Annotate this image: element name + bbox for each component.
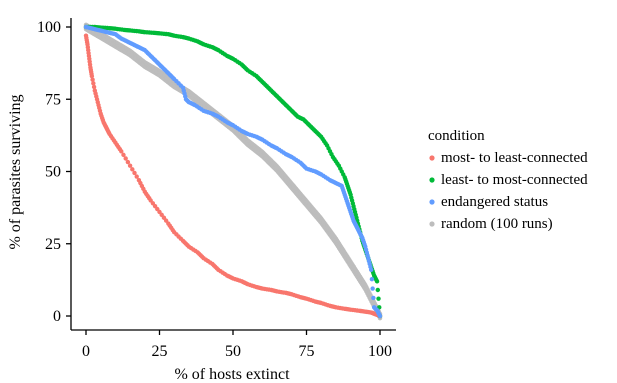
x-tick-label: 100 [368,343,392,360]
legend-label: most- to least-connected [441,150,588,166]
data-point [91,81,96,86]
y-tick-label: 25 [45,236,61,253]
data-point [91,84,97,90]
y-tick-label: 75 [45,91,61,108]
data-point [368,267,374,272]
x-ticks: 0 25 50 75 100 [82,330,392,360]
data-point [377,313,383,319]
data-point [121,152,126,158]
data-point [119,149,124,154]
plot-area: 0 25 50 75 100 0 25 50 75 100 [37,18,396,360]
legend-title: condition [428,128,485,144]
series-least-to-most-connected [83,24,383,319]
data-point [125,159,131,165]
y-tick-label: 50 [45,164,61,181]
data-point [89,73,95,79]
legend-key [429,177,435,183]
data-point [134,174,139,179]
series-layer [83,22,383,321]
y-tick-label: 0 [53,308,61,325]
legend: condition most- to least-connected least-… [428,128,588,232]
legend-key [429,221,435,227]
y-axis-title: % of parasites surviving [7,94,24,249]
x-tick-label: 50 [225,343,241,360]
data-point [369,276,375,282]
legend-items: most- to least-connected least- to most-c… [429,150,588,232]
legend-label: endangered status [441,194,548,210]
y-tick-label: 100 [37,19,61,36]
data-point [376,296,381,301]
x-axis-title: % of hosts extinct [174,366,290,383]
x-tick-label: 25 [152,343,168,360]
legend-label: random (100 runs) [441,216,553,232]
data-point [132,170,137,176]
x-tick-label: 0 [82,343,90,360]
data-point [371,295,376,301]
data-point [123,156,128,161]
x-tick-label: 75 [299,343,315,360]
legend-key [429,155,435,161]
data-point [90,77,95,82]
series-endangered-status [83,24,383,319]
legend-key [429,199,435,205]
data-point [370,286,375,291]
data-point [375,287,380,293]
data-point [130,167,135,172]
series-most-to-least-connected [83,33,383,319]
data-point [127,163,133,168]
series-random-100-runs- [83,22,383,321]
y-ticks: 0 25 50 75 100 [37,19,71,325]
legend-label: least- to most-connected [441,172,588,188]
data-point [374,279,380,284]
